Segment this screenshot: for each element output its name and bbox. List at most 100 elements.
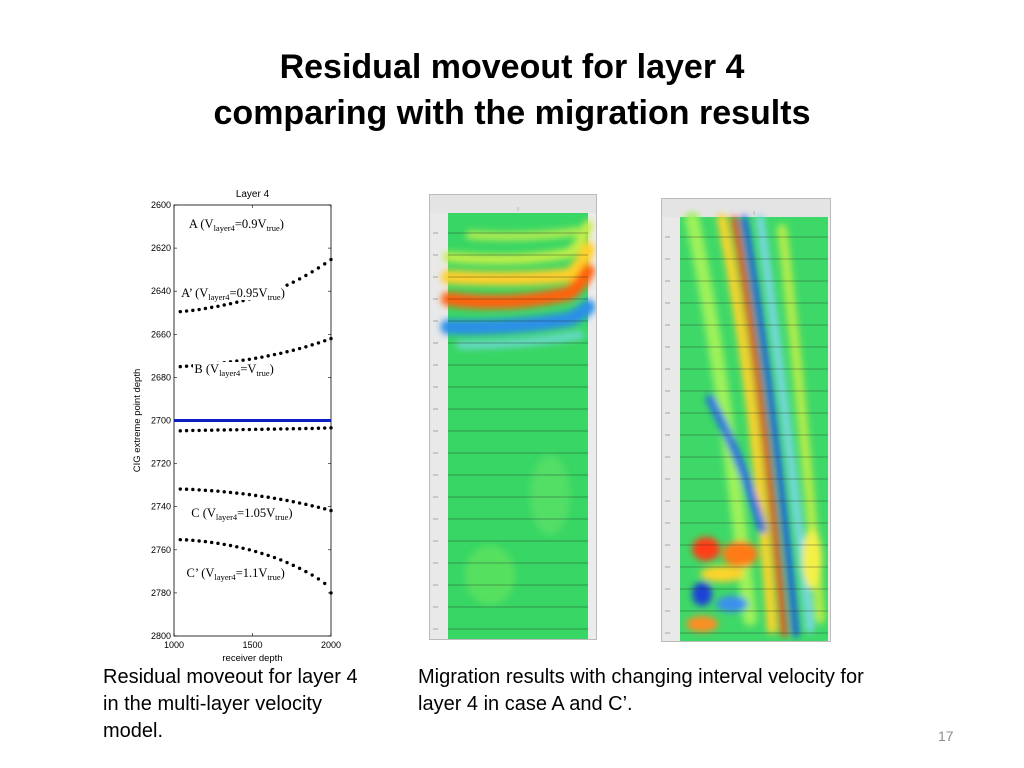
x-tick-label: 1500	[242, 640, 262, 650]
curve-label-subscript: layer4	[215, 511, 238, 522]
data-point	[285, 427, 289, 431]
data-point	[235, 545, 239, 549]
data-point	[323, 581, 327, 586]
data-point	[272, 427, 277, 431]
data-point	[191, 538, 195, 543]
curve-label-text: )	[280, 286, 285, 301]
curve-label-text: B (V	[194, 361, 220, 376]
data-point	[266, 427, 270, 431]
curve-label-text: )	[269, 361, 274, 376]
data-point	[222, 490, 226, 494]
data-point	[297, 277, 302, 281]
data-point	[266, 495, 270, 499]
mig-c-event	[716, 596, 748, 612]
data-point	[279, 427, 283, 431]
data-point	[266, 553, 270, 558]
migration-image-case-a	[430, 195, 596, 639]
data-point	[222, 303, 226, 307]
data-point	[209, 540, 214, 545]
mig-a-event	[440, 299, 596, 335]
data-point	[197, 539, 201, 543]
data-point	[178, 364, 182, 369]
curve-label-subscript: layer4	[219, 367, 241, 378]
y-tick-label: 2640	[151, 286, 171, 296]
data-point	[266, 354, 270, 358]
y-tick-label: 2780	[151, 588, 171, 598]
data-point	[253, 493, 258, 498]
mig-c-event	[802, 529, 822, 589]
curve-label-subscript: true	[256, 367, 270, 378]
data-point	[241, 358, 245, 362]
mig-c-event	[705, 394, 767, 534]
curve-label-subscript: true	[267, 572, 281, 583]
y-tick-label: 2700	[151, 416, 171, 426]
mig-c-event	[692, 537, 720, 561]
data-point	[216, 541, 220, 546]
curve-label-text: =1.05V	[237, 505, 276, 520]
data-point	[272, 555, 277, 560]
data-point	[241, 427, 245, 432]
mig-a-header-bar	[430, 195, 596, 213]
migration-panel-case-c-prime	[661, 198, 831, 642]
data-point	[310, 504, 314, 508]
curve-label: B (Vlayer4=Vtrue)	[193, 361, 275, 378]
curve-label: A (Vlayer4=0.9Vtrue)	[187, 217, 285, 234]
data-point	[178, 309, 182, 314]
mig-c-event	[722, 541, 758, 567]
data-point	[191, 428, 195, 433]
data-point	[228, 543, 233, 548]
data-point	[316, 505, 321, 510]
data-point	[197, 488, 201, 492]
data-point	[304, 345, 308, 349]
data-point	[279, 497, 283, 502]
data-point	[279, 351, 283, 355]
y-tick-label: 2660	[151, 329, 171, 339]
slide-title-line-1: Residual moveout for layer 4	[279, 48, 745, 86]
data-point	[247, 427, 252, 432]
x-tick-label: 1000	[164, 640, 184, 650]
data-point	[228, 301, 233, 306]
curve-label: A’ (Vlayer4=0.95Vtrue)	[180, 286, 286, 303]
mig-c-axis-strip	[662, 217, 680, 641]
data-point	[279, 558, 283, 562]
curve-label-text: =0.95V	[229, 286, 268, 301]
y-tick-label: 2680	[151, 372, 171, 382]
mig-c-event	[717, 214, 777, 634]
data-point	[297, 501, 302, 505]
data-point	[222, 542, 226, 547]
data-point	[247, 492, 252, 497]
mig-a-event	[530, 455, 570, 535]
data-point	[197, 428, 201, 433]
mig-a-event	[465, 545, 515, 605]
curve-label-subscript: true	[275, 511, 289, 522]
data-point	[228, 428, 233, 432]
data-point	[316, 577, 321, 581]
y-tick-label: 2800	[151, 631, 171, 641]
curve-label-subscript: true	[266, 223, 280, 234]
data-point	[184, 538, 189, 542]
curve-label-text: A’ (V	[181, 286, 209, 301]
data-point	[310, 573, 314, 577]
data-point	[241, 492, 245, 496]
data-point	[209, 428, 214, 432]
residual-moveout-chart-svg: Layer 4 2600 2620 2640 2660 2680 2700 2720 2740 2…	[132, 189, 341, 664]
data-point	[197, 307, 201, 312]
data-point	[285, 498, 289, 503]
curve-label-subscript: layer4	[208, 292, 230, 303]
data-point	[191, 487, 195, 492]
data-point	[316, 426, 321, 430]
curve-label-text: =V	[240, 361, 257, 376]
x-tick-label: 2000	[321, 640, 341, 650]
data-point	[329, 426, 333, 430]
data-point	[216, 304, 220, 308]
data-point	[260, 551, 264, 556]
data-point	[184, 487, 189, 491]
data-point	[310, 343, 314, 347]
data-point	[316, 266, 321, 270]
data-point	[329, 508, 333, 513]
data-point	[178, 537, 182, 542]
residual-moveout-plot: Layer 4 2600 2620 2640 2660 2680 2700 2720 2740 2…	[128, 180, 342, 670]
data-point	[184, 309, 189, 313]
migration-panel-case-a	[429, 194, 597, 640]
data-point	[285, 283, 289, 287]
